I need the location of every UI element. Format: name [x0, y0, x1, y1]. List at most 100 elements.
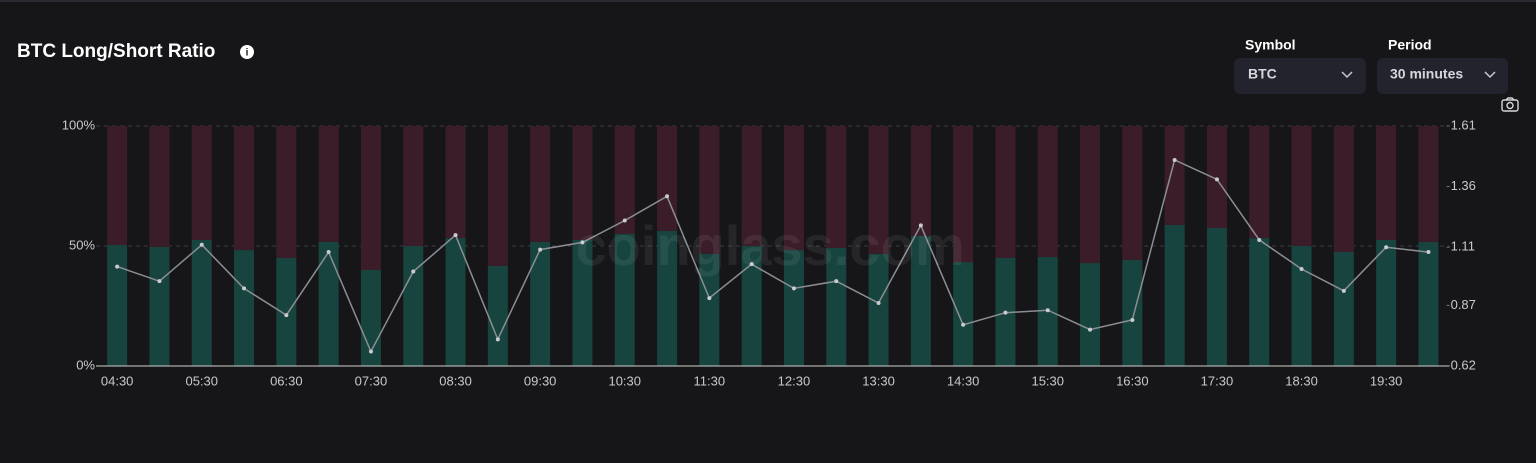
bar	[530, 126, 551, 242]
bar	[741, 246, 762, 366]
ratio-point	[368, 349, 373, 354]
ratio-point	[326, 250, 331, 255]
ratio-point	[453, 233, 458, 238]
bar	[1122, 259, 1143, 366]
x-tick-label: 09:30	[524, 373, 557, 388]
bar	[318, 241, 339, 366]
bar	[107, 245, 128, 366]
bar	[1333, 252, 1354, 366]
ratio-point	[242, 286, 247, 291]
ratio-point	[284, 313, 289, 318]
info-glyph: i	[246, 48, 249, 59]
ratio-point	[157, 279, 162, 284]
symbol-value: BTC	[1248, 66, 1277, 82]
bar	[783, 250, 804, 366]
top-border	[0, 0, 1536, 2]
chart-title: BTC Long/Short Ratio	[17, 41, 215, 62]
y2-tick-label: 0.62	[1451, 357, 1476, 372]
bar	[953, 262, 974, 366]
bar	[1376, 240, 1397, 366]
period-select[interactable]	[1377, 58, 1508, 94]
ratio-point	[876, 300, 881, 305]
ratio-point	[791, 286, 796, 291]
bar	[1249, 126, 1270, 239]
bar	[276, 126, 297, 258]
bar	[318, 126, 339, 242]
ratio-point	[115, 264, 120, 269]
bar	[614, 234, 635, 366]
ratio-point	[580, 240, 585, 245]
bar	[826, 126, 847, 248]
ratio-point	[495, 337, 500, 342]
x-tick-label: 16:30	[1116, 373, 1149, 388]
y2-tick-label: 1.61	[1451, 117, 1476, 132]
x-tick-label: 04:30	[101, 373, 134, 388]
info-icon[interactable]	[240, 45, 254, 59]
x-tick-label: 17:30	[1201, 373, 1234, 388]
bar	[1418, 126, 1439, 242]
x-tick-label: 14:30	[947, 373, 980, 388]
ratio-line	[116, 158, 1429, 354]
ratio-point	[622, 218, 627, 223]
x-tick-label: 11:30	[694, 373, 726, 388]
bar	[403, 246, 424, 366]
bar	[530, 241, 551, 366]
bar	[1080, 263, 1101, 366]
ratio-point	[1088, 327, 1093, 332]
ratio-point	[1257, 237, 1262, 242]
bar	[699, 253, 720, 366]
x-tick-label: 19:30	[1370, 373, 1403, 388]
y2-tick-label: 1.11	[1451, 239, 1475, 254]
ratio-point	[199, 242, 204, 247]
bar	[995, 126, 1016, 258]
bar	[149, 246, 170, 366]
bar	[191, 126, 212, 240]
bar	[910, 235, 931, 366]
period-value: 30 minutes	[1390, 66, 1463, 82]
ratio-point	[1172, 157, 1177, 162]
bar	[1164, 224, 1185, 366]
chevron	[1484, 71, 1496, 79]
x-tick-label: 10:30	[608, 373, 641, 388]
x-tick-label: 18:30	[1285, 373, 1318, 388]
bar	[910, 126, 931, 236]
bar	[1080, 126, 1101, 264]
y-tick-label: 50%	[69, 237, 95, 252]
bar	[699, 126, 720, 254]
bar	[234, 250, 255, 366]
ratio-point	[918, 223, 923, 228]
ratio-point	[1214, 177, 1219, 182]
bar	[276, 258, 297, 366]
ratio-point	[538, 247, 543, 252]
ratio-point	[1003, 310, 1008, 315]
period-label: Period	[1388, 37, 1432, 53]
symbol-select[interactable]	[1234, 58, 1366, 94]
camera-icon[interactable]	[1501, 97, 1519, 112]
ratio-point	[1341, 288, 1346, 293]
y-tick-label: 100%	[62, 117, 96, 132]
bar	[1122, 126, 1143, 260]
ratio-point	[1299, 267, 1304, 272]
bar	[657, 230, 678, 366]
x-tick-label: 07:30	[355, 373, 388, 388]
bar	[572, 240, 593, 366]
ratio-point	[961, 322, 966, 327]
watermark: coinglass.com	[575, 214, 964, 277]
bar	[868, 126, 889, 254]
ratio-point	[749, 262, 754, 267]
bar	[783, 126, 804, 251]
ratio-point	[411, 269, 416, 274]
bar	[657, 126, 678, 231]
x-tick-label: 13:30	[862, 373, 895, 388]
bar	[487, 126, 508, 266]
bar	[1291, 246, 1312, 366]
bar	[1206, 126, 1227, 228]
symbol-label: Symbol	[1245, 37, 1296, 53]
bar	[149, 126, 170, 247]
bar	[107, 126, 128, 246]
bar	[741, 126, 762, 246]
x-tick-label: 15:30	[1031, 373, 1064, 388]
bar	[1418, 241, 1439, 366]
ratio-point	[834, 279, 839, 284]
